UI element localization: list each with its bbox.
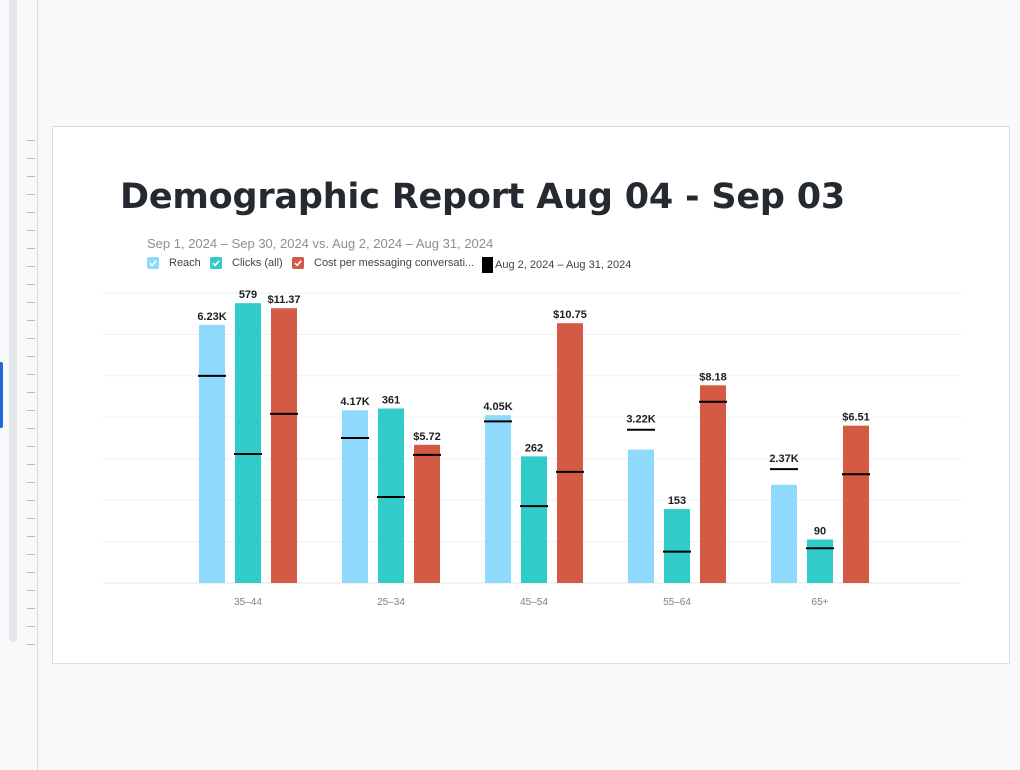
scrollbar[interactable] xyxy=(9,0,17,642)
data-label: $8.18 xyxy=(699,371,727,383)
legend-label-clicks: Clicks (all) xyxy=(232,257,283,269)
x-tick-label: 55–64 xyxy=(663,597,691,608)
bar xyxy=(700,385,726,583)
legend-item-cost[interactable]: Cost per messaging conversati... xyxy=(292,257,474,269)
bar xyxy=(521,456,547,583)
data-label: 361 xyxy=(382,395,400,407)
legend-item-comparison[interactable]: Aug 2, 2024 – Aug 31, 2024 xyxy=(482,257,631,273)
data-label: 3.22K xyxy=(626,414,655,426)
comparison-marker-icon xyxy=(482,257,493,273)
legend-item-clicks[interactable]: Clicks (all) xyxy=(210,257,283,269)
bar xyxy=(664,509,690,583)
data-label: $10.75 xyxy=(553,309,587,321)
bar xyxy=(199,324,225,583)
data-label: $11.37 xyxy=(267,294,300,306)
ruler-ticks xyxy=(27,140,35,660)
date-range-subtitle: Sep 1, 2024 – Sep 30, 2024 vs. Aug 2, 20… xyxy=(147,236,494,251)
legend-item-reach[interactable]: Reach xyxy=(147,257,201,269)
data-label: 90 xyxy=(814,526,826,538)
data-label: $5.72 xyxy=(413,431,441,443)
checkbox-icon xyxy=(147,257,159,269)
data-label: 6.23K xyxy=(197,311,226,323)
left-rail xyxy=(0,0,38,770)
report-panel: Demographic Report Aug 04 - Sep 03 Sep 1… xyxy=(52,126,1010,664)
data-label: 262 xyxy=(525,442,543,454)
data-label: 153 xyxy=(668,495,686,507)
bar xyxy=(271,308,297,583)
page-title: Demographic Report Aug 04 - Sep 03 xyxy=(120,177,846,217)
data-label: 4.05K xyxy=(483,401,512,413)
bar xyxy=(342,410,368,583)
x-tick-label: 65+ xyxy=(812,597,829,608)
x-tick-label: 45–54 xyxy=(520,597,548,608)
data-label: 4.17K xyxy=(340,396,369,408)
x-tick-label: 25–34 xyxy=(377,597,405,608)
data-label: 579 xyxy=(239,289,257,301)
checkbox-icon xyxy=(292,257,304,269)
bar xyxy=(843,425,869,583)
bar xyxy=(628,449,654,583)
data-label: 2.37K xyxy=(769,453,798,465)
legend-label-reach: Reach xyxy=(169,257,201,269)
bar xyxy=(235,303,261,583)
bar xyxy=(557,323,583,583)
panel-tab-indicator[interactable] xyxy=(0,362,3,428)
bar xyxy=(378,408,404,583)
legend-label-cost: Cost per messaging conversati... xyxy=(314,257,475,269)
bar-chart: 6.23K 579 $11.37 35–44 4.17K 361 $5.72 25–34 4.0… xyxy=(103,289,961,608)
legend-label-comparison: Aug 2, 2024 – Aug 31, 2024 xyxy=(495,259,632,271)
bar xyxy=(807,539,833,583)
checkbox-icon xyxy=(210,257,222,269)
x-tick-label: 35–44 xyxy=(234,597,262,608)
data-label: $6.51 xyxy=(842,412,870,424)
bar xyxy=(485,415,511,583)
bar xyxy=(414,444,440,583)
bar xyxy=(771,484,797,583)
